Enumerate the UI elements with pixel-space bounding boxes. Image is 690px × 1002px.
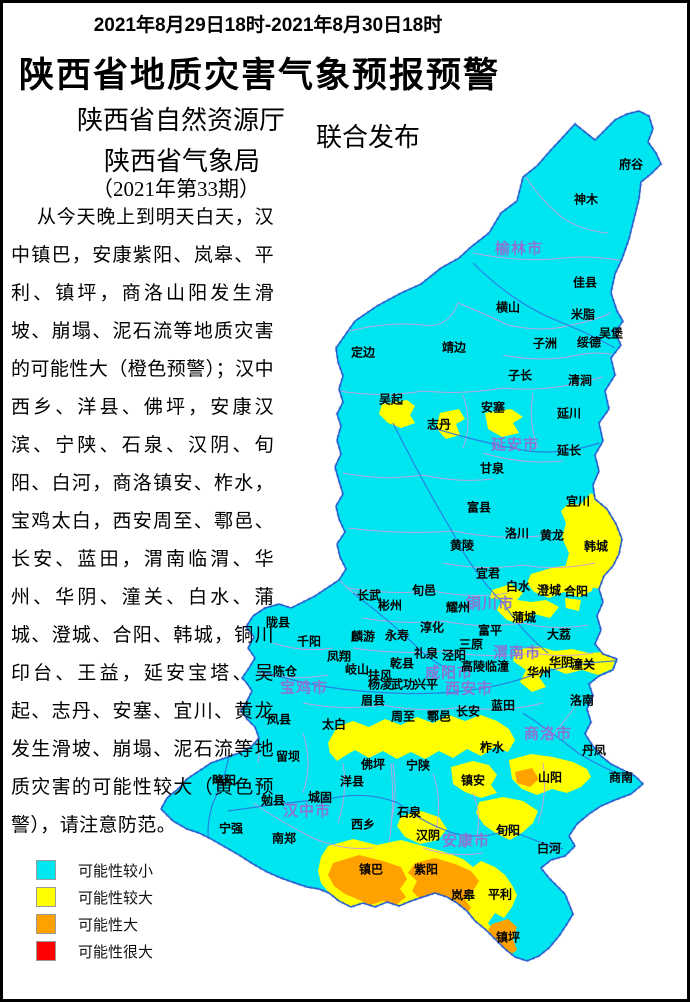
legend-item-3: 可能性很大: [36, 941, 153, 961]
yellow-patch-wuqi: [379, 400, 415, 428]
legend-item-1: 可能性较大: [36, 887, 153, 907]
river-yanhe: [432, 427, 600, 453]
legend-item-0: 可能性较小: [36, 860, 153, 880]
yellow-patch-huazhou-huayin-tongguan: [513, 646, 616, 692]
yellow-patch-hanyin: [397, 811, 447, 844]
legend-swatch-0: [36, 860, 56, 880]
river-danjiang: [522, 712, 629, 779]
legend-label-0: 可能性较小: [78, 862, 154, 880]
yellow-patch-pucheng-baishui: [490, 584, 559, 624]
river-wudinghe: [472, 262, 616, 349]
yellow-patch-zhenan: [451, 761, 497, 798]
yellow-patch-ansai: [485, 409, 523, 437]
river-weihe: [260, 660, 616, 695]
main-title: 陕西省地质灾害气象预报预警: [19, 56, 501, 95]
shaanxi-province-map: [159, 109, 663, 963]
legend-swatch-2: [36, 914, 56, 934]
province-border: [160, 110, 662, 962]
river-luohe: [392, 422, 549, 654]
legend-label-3: 可能性很大: [78, 943, 154, 961]
yellow-patch-heyang-east: [565, 598, 581, 611]
orange-patch-zhenping: [488, 919, 517, 956]
legend-label-1: 可能性较大: [78, 889, 154, 907]
county-boundaries: [242, 172, 624, 856]
legend-item-2: 可能性大: [36, 914, 153, 934]
orange-risk-zones: [328, 768, 539, 956]
yellow-patch-xunyang: [476, 797, 538, 840]
date-range: 2021年8月29日18时-2021年8月30日18时: [93, 15, 443, 36]
legend-label-2: 可能性大: [78, 916, 139, 934]
legend-swatch-3: [36, 941, 56, 961]
orange-patch-zhenba: [328, 855, 407, 905]
river-jinghe: [352, 592, 454, 672]
issue-number: （2021年第33期）: [92, 177, 260, 201]
issuer-natural-resources: 陕西省自然资源厅: [77, 106, 286, 135]
yellow-band-qinling: [328, 715, 515, 761]
joint-release-label: 联合发布: [316, 123, 421, 152]
orange-patch-shanyang-west: [515, 768, 539, 787]
issuer-meteorological-bureau: 陕西省气象局: [104, 147, 261, 176]
river-hanjiang: [227, 794, 564, 850]
rivers: [207, 262, 629, 859]
forecast-text: 从今天晚上到明天白天，汉中镇巴，安康紫阳、岚皋、平利、镇坪，商洛山阳发生滑坡、崩…: [11, 207, 274, 836]
yellow-patch-chengcheng-heyang: [527, 564, 595, 598]
province-base-low-risk: [161, 111, 661, 961]
risk-legend: 可能性较小可能性较大可能性大可能性很大: [36, 860, 153, 968]
province-border-dotted: [159, 109, 663, 963]
legend-swatch-1: [36, 887, 56, 907]
